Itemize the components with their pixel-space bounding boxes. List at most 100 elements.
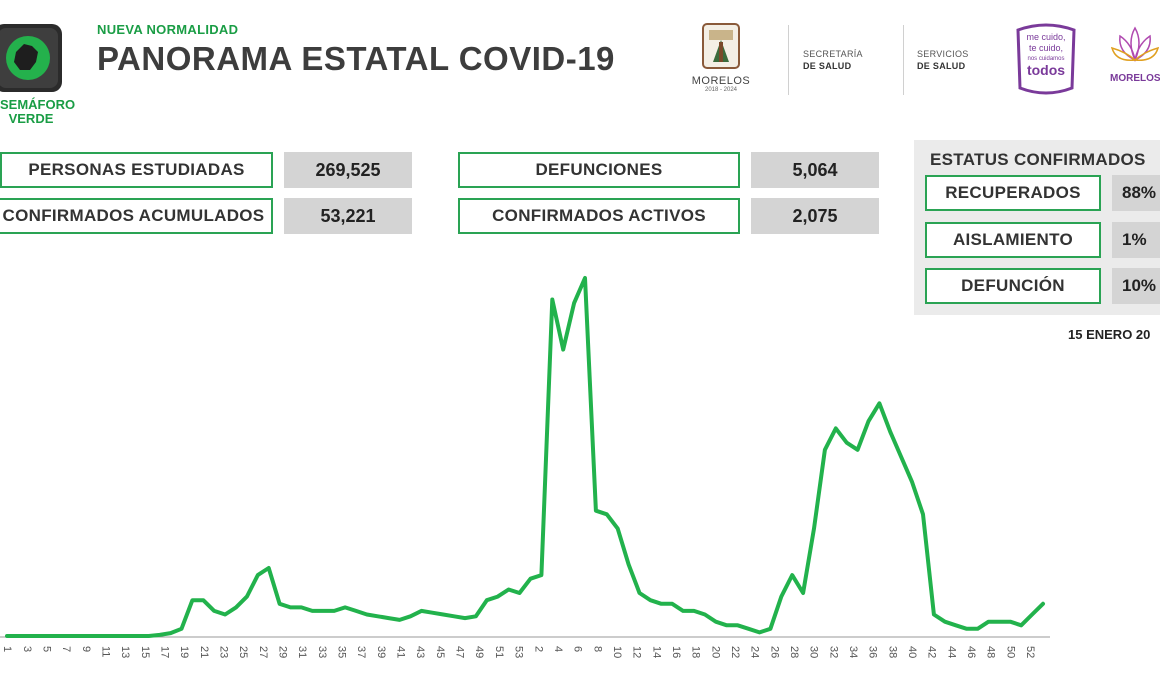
semaforo-label-line2: VERDE	[8, 111, 54, 126]
mecuido-line1: me cuido,	[1026, 32, 1066, 42]
semaforo-label-line1: SEMÁFORO	[0, 97, 76, 112]
recuperados-value: 88%	[1112, 175, 1160, 211]
x-tick-label: 4	[552, 646, 564, 652]
x-tick-label: 20	[709, 646, 721, 658]
me-cuido-badge-icon	[1016, 23, 1076, 95]
x-tick-label: 41	[395, 646, 407, 658]
confirmados-acumulados-value: 53,221	[284, 198, 412, 234]
x-tick-label: 12	[631, 646, 643, 658]
morelos-logo-years: 2018 - 2024	[704, 87, 738, 93]
morelos-flower-logo: MORELOS	[1110, 22, 1160, 98]
x-tick-label: 49	[473, 646, 485, 658]
morelos-logo: MORELOS 2018 - 2024	[686, 22, 756, 102]
morelos2-logo-text: MORELOS	[1110, 73, 1160, 84]
morelos-logo-text: MORELOS	[691, 75, 751, 87]
semaforo-label: SEMÁFORO VERDE	[0, 97, 76, 126]
confirmados-activos-label: CONFIRMADOS ACTIVOS	[458, 198, 740, 234]
personas-estudiadas-label: PERSONAS ESTUDIADAS	[0, 152, 273, 188]
secretaria-line1: SECRETARÍA	[803, 49, 863, 59]
x-tick-label: 29	[277, 646, 289, 658]
mecuido-line3: nos cuidamos	[1027, 56, 1065, 62]
x-tick-label: 8	[591, 646, 603, 652]
x-tick-label: 24	[749, 646, 761, 658]
x-tick-label: 23	[217, 646, 229, 658]
x-tick-label: 50	[1004, 646, 1016, 658]
x-tick-label: 52	[1024, 646, 1036, 658]
x-tick-label: 15	[139, 646, 151, 658]
cases-line-chart: 1 3 5 7 9 11 13 15 17 19 21 23 25 27 29 31 33 35 37 39 41 43 4…	[0, 276, 1050, 658]
x-tick-label: 44	[945, 646, 957, 658]
x-tick-label: 47	[454, 646, 466, 658]
series-line	[5, 276, 1045, 638]
x-tick-label: 45	[434, 646, 446, 658]
defunciones-label: DEFUNCIONES	[458, 152, 740, 188]
x-tick-label: 37	[355, 646, 367, 658]
x-tick-label: 46	[965, 646, 977, 658]
logo-divider	[788, 25, 789, 95]
x-tick-label: 18	[690, 646, 702, 658]
x-tick-label: 51	[493, 646, 505, 658]
mecuido-line2: te cuido,	[1028, 43, 1064, 53]
x-tick-label: 36	[867, 646, 879, 658]
morelos-shield-icon	[702, 23, 740, 69]
logo-divider	[903, 25, 904, 95]
aislamiento-value: 1%	[1112, 222, 1160, 258]
x-tick-label: 31	[296, 646, 308, 658]
x-tick-label: 32	[827, 646, 839, 658]
page-subtitle: NUEVA NORMALIDAD	[97, 22, 239, 37]
x-tick-label: 2	[532, 646, 544, 652]
servicios-line1: SERVICIOS	[917, 49, 969, 59]
secretaria-salud-logo: SECRETARÍA DE SALUD	[803, 48, 863, 72]
defunciones-value: 5,064	[751, 152, 879, 188]
me-cuido-logo: me cuido, te cuido, nos cuidamos todos	[1012, 22, 1080, 96]
x-tick-label: 27	[257, 646, 269, 658]
x-tick-label: 53	[513, 646, 525, 658]
recuperados-label: RECUPERADOS	[925, 175, 1101, 211]
x-tick-label: 11	[99, 646, 111, 657]
x-tick-label: 1	[1, 646, 13, 652]
x-tick-label: 38	[886, 646, 898, 658]
lotus-flower-icon	[1110, 26, 1160, 62]
x-tick-label: 17	[158, 646, 170, 658]
x-tick-label: 34	[847, 646, 859, 658]
confirmados-activos-value: 2,075	[751, 198, 879, 234]
x-tick-label: 48	[985, 646, 997, 658]
x-tick-label: 25	[237, 646, 249, 658]
defuncion-value: 10%	[1112, 268, 1160, 304]
x-tick-label: 3	[21, 646, 33, 652]
x-tick-label: 43	[414, 646, 426, 658]
secretaria-line2: DE SALUD	[803, 61, 852, 71]
x-tick-label: 6	[572, 646, 584, 652]
report-date: 15 ENERO 20	[1068, 327, 1151, 342]
x-axis-ticks: 1 3 5 7 9 11 13 15 17 19 21 23 25 27 29 31 33 35 37 39 41 43 4…	[1, 646, 1036, 658]
x-tick-label: 30	[808, 646, 820, 658]
x-tick-label: 35	[336, 646, 348, 658]
x-tick-label: 14	[650, 646, 662, 658]
x-tick-label: 9	[80, 646, 92, 652]
x-tick-label: 21	[198, 646, 210, 658]
x-tick-label: 10	[611, 646, 623, 658]
mecuido-line4: todos	[1026, 62, 1066, 78]
x-tick-label: 16	[670, 646, 682, 658]
x-tick-label: 40	[906, 646, 918, 658]
personas-estudiadas-value: 269,525	[284, 152, 412, 188]
x-tick-label: 39	[375, 646, 387, 658]
semaforo-traffic-light-icon	[0, 24, 62, 92]
servicios-line2: DE SALUD	[917, 61, 966, 71]
servicios-salud-logo: SERVICIOS DE SALUD	[917, 48, 969, 72]
estatus-confirmados-title: ESTATUS CONFIRMADOS	[930, 150, 1146, 169]
aislamiento-label: AISLAMIENTO	[925, 222, 1101, 258]
x-tick-label: 33	[316, 646, 328, 658]
defuncion-label: DEFUNCIÓN	[925, 268, 1101, 304]
x-tick-label: 28	[788, 646, 800, 658]
confirmados-acumulados-label: CONFIRMADOS ACUMULADOS	[0, 198, 273, 234]
x-tick-label: 42	[926, 646, 938, 658]
x-tick-label: 13	[119, 646, 131, 658]
chart-series	[0, 276, 1050, 638]
x-tick-label: 19	[178, 646, 190, 658]
x-tick-label: 7	[60, 646, 72, 652]
x-tick-label: 26	[768, 646, 780, 658]
x-tick-label: 5	[40, 646, 52, 652]
x-tick-label: 22	[729, 646, 741, 658]
page-title: PANORAMA ESTATAL COVID-19	[97, 40, 615, 77]
